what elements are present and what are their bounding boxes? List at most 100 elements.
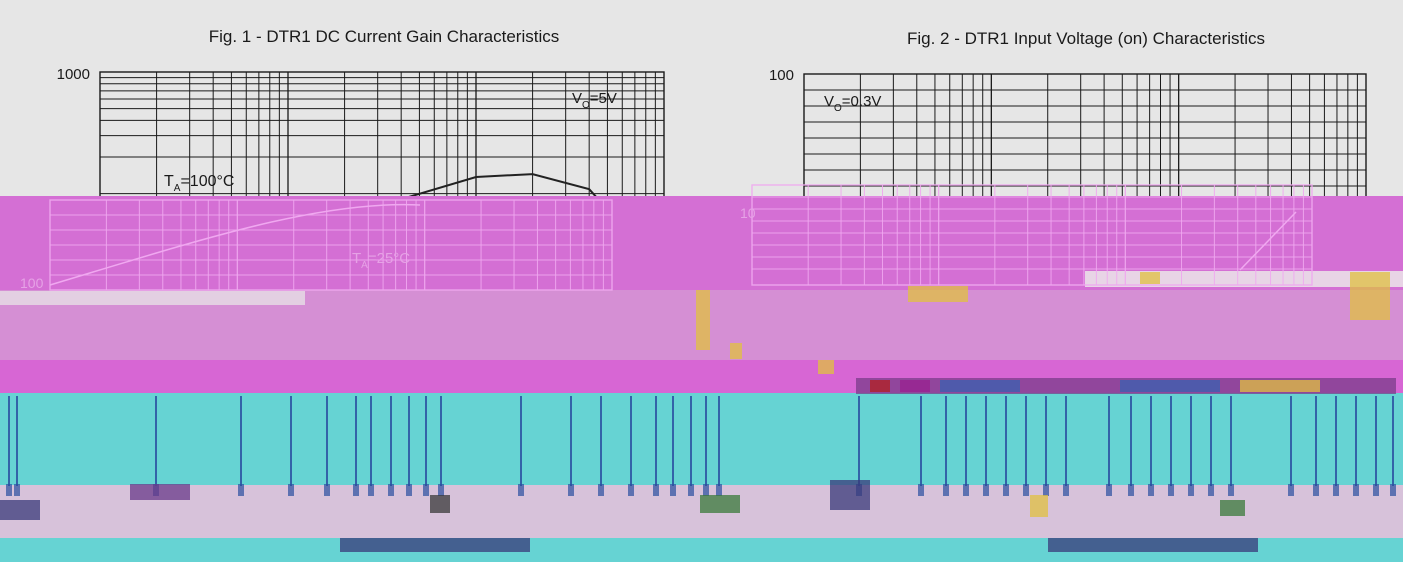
y-tick-label: 10 xyxy=(740,205,756,221)
curves xyxy=(395,173,601,200)
glitch-stripe xyxy=(918,484,924,496)
glitch-stripe xyxy=(520,396,522,486)
glitch-stripe xyxy=(355,396,357,486)
glitch-stripe xyxy=(1150,396,1152,486)
glitch-strip xyxy=(1085,271,1403,287)
plot-grid xyxy=(99,71,665,200)
glitch-stripes xyxy=(6,396,1396,496)
glitch-stripe xyxy=(1130,396,1132,486)
glitch-stripe xyxy=(408,396,410,486)
glitch-block xyxy=(870,380,890,392)
glitch-stripe xyxy=(155,396,157,486)
glitch-stripe xyxy=(1313,484,1319,496)
glitch-stripe xyxy=(1003,484,1009,496)
glitch-stripe xyxy=(390,396,392,486)
glitch-block xyxy=(430,495,450,513)
glitch-stripe xyxy=(858,396,860,486)
glitch-stripe xyxy=(370,396,372,486)
figure-2-svg: Fig. 2 - DTR1 Input Voltage (on) Charact… xyxy=(769,29,1367,200)
plot-frame xyxy=(751,184,1313,286)
glitch-stripe xyxy=(438,484,444,496)
glitch-stripe xyxy=(1108,396,1110,486)
ghost-curve xyxy=(1239,211,1297,271)
glitch-stripe xyxy=(518,484,524,496)
ghost-grid-left xyxy=(49,199,613,291)
glitch-stripe xyxy=(570,396,572,486)
figure-1-svg: Fig. 1 - DTR1 DC Current Gain Characteri… xyxy=(57,27,665,200)
glitch-stripe xyxy=(423,484,429,496)
glitch-stripe xyxy=(1063,484,1069,496)
glitch-stripe xyxy=(1210,396,1212,486)
glitch-band-cyan xyxy=(0,393,1403,485)
glitch-stripe xyxy=(655,396,657,486)
glitch-stripe xyxy=(945,396,947,486)
glitch-block xyxy=(830,480,870,510)
glitch-stripe xyxy=(1045,396,1047,486)
glitch-block xyxy=(1240,380,1320,392)
glitch-block xyxy=(940,380,1020,392)
glitch-stripe xyxy=(600,396,602,486)
glitch-block xyxy=(130,484,190,500)
glitch-stripe xyxy=(920,396,922,486)
glitch-stripe xyxy=(716,484,722,496)
glitch-stripe xyxy=(1315,396,1317,486)
glitch-block xyxy=(1048,538,1258,552)
glitch-stripe xyxy=(718,396,720,486)
glitch-stripe xyxy=(568,484,574,496)
y-tick-label: 1000 xyxy=(57,66,90,83)
chart-title: Fig. 1 - DTR1 DC Current Gain Characteri… xyxy=(209,27,559,46)
glitch-stripe xyxy=(1106,484,1112,496)
glitch-block xyxy=(900,380,930,392)
glitch-stripe xyxy=(1148,484,1154,496)
glitch-stripe xyxy=(425,396,427,486)
glitch-strip xyxy=(0,291,305,305)
glitch-stripe xyxy=(672,396,674,486)
ghost-curve xyxy=(49,203,421,286)
glitch-stripe xyxy=(1168,484,1174,496)
glitch-stripe xyxy=(1333,484,1339,496)
series-line-upper xyxy=(395,173,601,200)
glitch-stripe xyxy=(630,396,632,486)
glitch-stripe xyxy=(324,484,330,496)
glitch-stripe xyxy=(628,484,634,496)
glitch-stripe xyxy=(1355,396,1357,486)
glitch-stripe xyxy=(388,484,394,496)
chart-title: Fig. 2 - DTR1 Input Voltage (on) Charact… xyxy=(907,29,1265,48)
glitch-stripe xyxy=(1170,396,1172,486)
glitch-block xyxy=(1350,272,1390,320)
glitch-stripe xyxy=(8,396,10,486)
glitch-stripe xyxy=(688,484,694,496)
glitch-stripe xyxy=(983,484,989,496)
glitch-stripe xyxy=(326,396,328,486)
plot-grid xyxy=(803,73,1367,200)
glitch-stripe xyxy=(440,396,442,486)
glitch-block xyxy=(1140,272,1160,284)
ta100-annotation: TA=100°C xyxy=(164,173,234,194)
glitch-stripe xyxy=(1390,484,1396,496)
glitch-stripe xyxy=(14,484,20,496)
glitch-stripe xyxy=(1005,396,1007,486)
glitch-stripe xyxy=(963,484,969,496)
y-tick-label: 100 xyxy=(769,67,794,84)
glitch-block xyxy=(696,290,710,350)
glitch-stripe xyxy=(1043,484,1049,496)
glitch-stripe xyxy=(238,484,244,496)
glitch-stripe xyxy=(1190,396,1192,486)
glitch-stripe xyxy=(1128,484,1134,496)
glitch-stripe xyxy=(690,396,692,486)
glitch-stripe xyxy=(1373,484,1379,496)
glitch-stripe xyxy=(653,484,659,496)
glitch-stripe xyxy=(16,396,18,486)
glitch-block xyxy=(1220,500,1245,516)
plot-frame xyxy=(803,73,1367,200)
glitch-stripe xyxy=(1230,396,1232,486)
glitch-stripe xyxy=(290,396,292,486)
glitch-stripe xyxy=(288,484,294,496)
glitch-stripe xyxy=(1188,484,1194,496)
glitch-stripe xyxy=(1290,396,1292,486)
glitch-stripe xyxy=(1208,484,1214,496)
glitch-stripe xyxy=(598,484,604,496)
glitch-stripe xyxy=(1023,484,1029,496)
glitch-stripe xyxy=(1392,396,1394,486)
